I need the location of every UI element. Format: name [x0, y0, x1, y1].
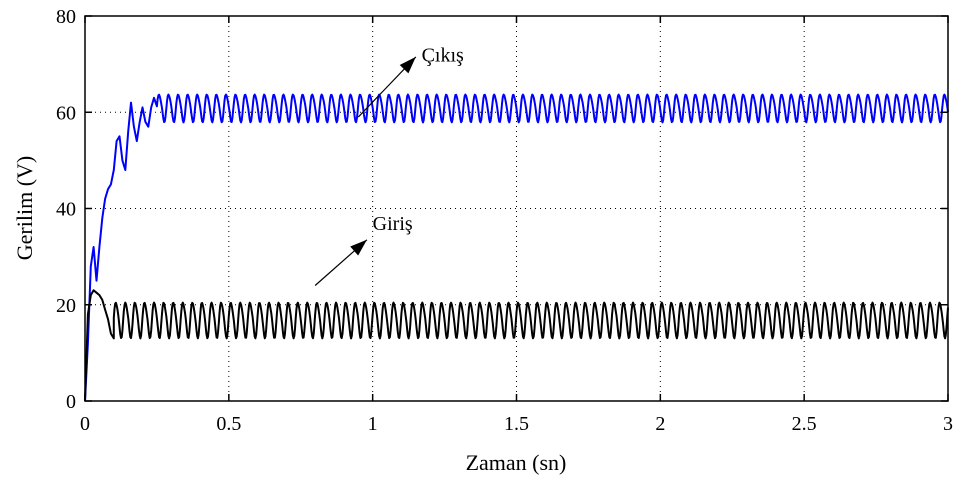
input-annotation-label: Giriş — [373, 213, 413, 235]
input-series-line — [84, 289, 949, 402]
y-tick-label: 0 — [66, 391, 76, 413]
output-annotation-label: Çıkış — [422, 45, 464, 67]
annotation-arrow-head — [399, 56, 416, 74]
output-series-line — [84, 93, 949, 402]
y-axis-label: Gerilim (V) — [12, 156, 37, 260]
y-tick-label: 40 — [56, 199, 76, 221]
axis-ticks: 0 0.5 1 1.5 2 2.5 3 0 20 40 60 80 — [56, 6, 953, 435]
x-tick-label: 0.5 — [216, 413, 241, 435]
x-tick-label: 2.5 — [792, 413, 817, 435]
y-tick-label: 60 — [56, 102, 76, 124]
x-tick-label: 3 — [943, 413, 953, 435]
x-tick-label: 2 — [655, 413, 665, 435]
y-tick-label: 80 — [56, 6, 76, 28]
y-tick-label: 20 — [56, 295, 76, 317]
series-lines — [84, 93, 949, 402]
plot-area — [85, 16, 948, 401]
x-tick-label: 1 — [368, 413, 378, 435]
x-axis-label: Zaman (sn) — [466, 450, 567, 475]
annotations: Çıkış Giriş — [314, 45, 464, 286]
grid — [85, 16, 948, 401]
x-tick-label: 1.5 — [504, 413, 529, 435]
x-tick-label: 0 — [80, 413, 90, 435]
annotation-arrow-head — [350, 239, 367, 256]
